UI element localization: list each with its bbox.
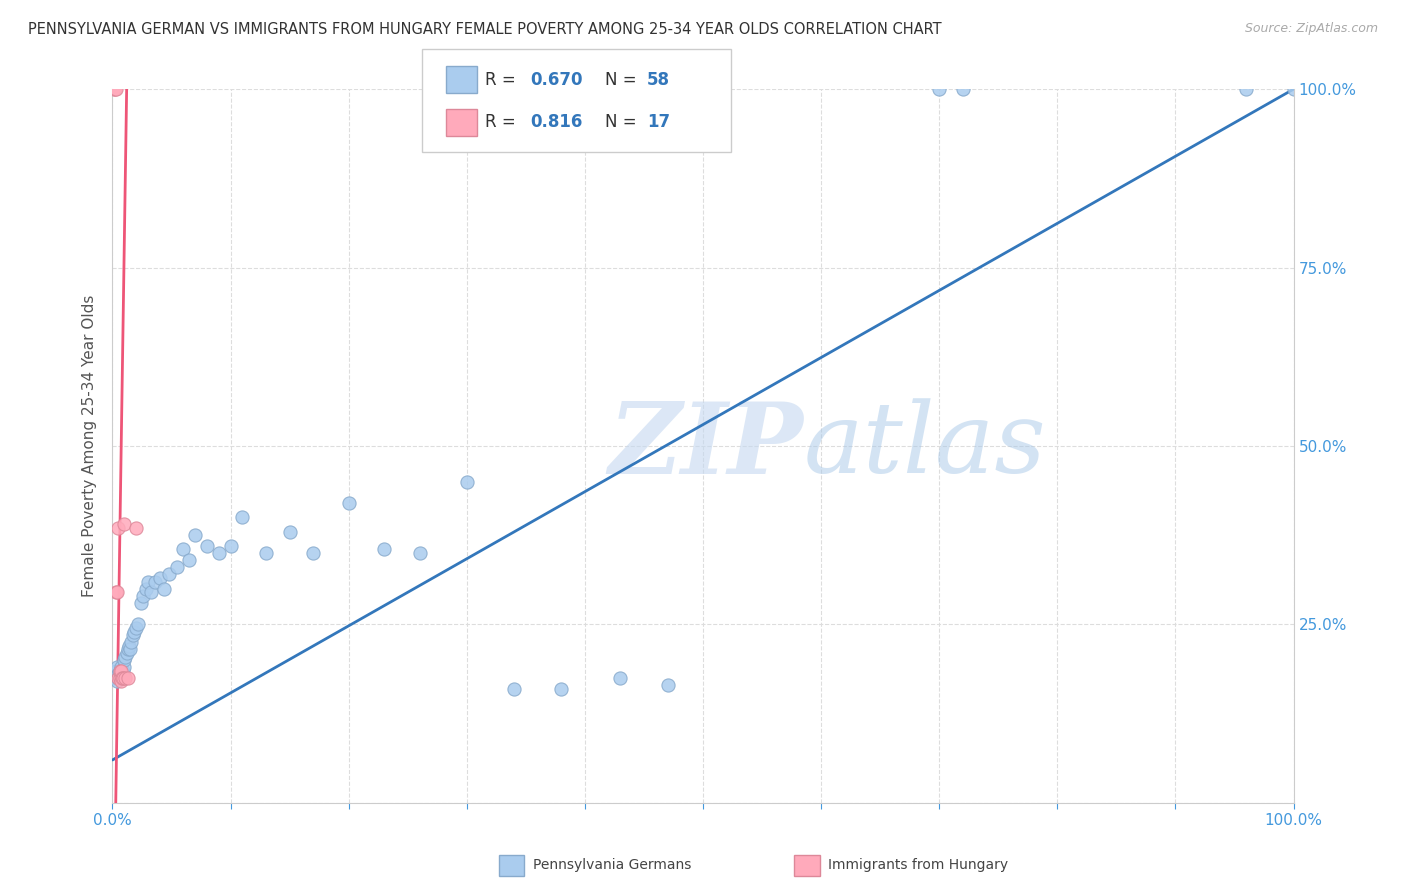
Point xyxy=(115,646,138,660)
Point xyxy=(110,660,132,674)
Point xyxy=(107,667,129,681)
Point xyxy=(104,82,127,96)
Point xyxy=(184,528,207,542)
Text: atlas: atlas xyxy=(803,399,1046,493)
Point xyxy=(118,639,141,653)
Text: 0.816: 0.816 xyxy=(530,113,582,131)
Point xyxy=(108,671,131,685)
Point xyxy=(105,674,128,689)
Point xyxy=(195,539,218,553)
Point xyxy=(114,649,136,664)
Point xyxy=(110,664,132,678)
Point xyxy=(108,671,131,685)
Point xyxy=(110,674,132,689)
Point xyxy=(110,664,132,678)
Point xyxy=(105,585,128,599)
Point xyxy=(302,546,325,560)
Point xyxy=(952,82,974,96)
Point xyxy=(219,539,242,553)
Point xyxy=(114,671,136,685)
Point xyxy=(166,560,188,574)
Text: 0.670: 0.670 xyxy=(530,70,582,89)
Point xyxy=(112,653,135,667)
Point xyxy=(1234,82,1257,96)
Point xyxy=(122,624,145,639)
Point xyxy=(172,542,194,557)
Point xyxy=(157,567,180,582)
Point xyxy=(107,521,129,535)
Text: N =: N = xyxy=(605,113,641,131)
Point xyxy=(112,517,135,532)
Point xyxy=(278,524,301,539)
Text: Immigrants from Hungary: Immigrants from Hungary xyxy=(828,858,1008,872)
Point xyxy=(120,642,142,657)
Point xyxy=(141,585,163,599)
Text: R =: R = xyxy=(485,113,522,131)
Point xyxy=(149,571,172,585)
Point xyxy=(254,546,277,560)
Text: PENNSYLVANIA GERMAN VS IMMIGRANTS FROM HUNGARY FEMALE POVERTY AMONG 25-34 YEAR O: PENNSYLVANIA GERMAN VS IMMIGRANTS FROM H… xyxy=(28,22,942,37)
Point xyxy=(107,671,129,685)
Point xyxy=(111,664,134,678)
Text: Source: ZipAtlas.com: Source: ZipAtlas.com xyxy=(1244,22,1378,36)
Point xyxy=(503,681,526,696)
Point xyxy=(1282,82,1305,96)
Text: ZIP: ZIP xyxy=(609,398,803,494)
Point xyxy=(373,542,395,557)
Point xyxy=(105,82,128,96)
Point xyxy=(657,678,679,692)
Point xyxy=(456,475,478,489)
Point xyxy=(132,589,155,603)
Point xyxy=(112,664,135,678)
Point xyxy=(136,574,159,589)
Text: R =: R = xyxy=(485,70,522,89)
Point xyxy=(231,510,253,524)
Point xyxy=(928,82,950,96)
Point xyxy=(153,582,176,596)
Point xyxy=(104,671,127,685)
Text: N =: N = xyxy=(605,70,641,89)
Point xyxy=(127,617,149,632)
Point xyxy=(125,521,148,535)
Point xyxy=(125,621,148,635)
Point xyxy=(208,546,231,560)
Point xyxy=(103,82,125,96)
Point xyxy=(143,574,166,589)
Point xyxy=(112,660,135,674)
Point xyxy=(105,660,128,674)
Point xyxy=(105,585,128,599)
Point xyxy=(121,628,143,642)
Point xyxy=(105,664,128,678)
Point xyxy=(129,596,152,610)
Y-axis label: Female Poverty Among 25-34 Year Olds: Female Poverty Among 25-34 Year Olds xyxy=(82,295,97,597)
Point xyxy=(108,664,131,678)
Text: 58: 58 xyxy=(647,70,669,89)
Point xyxy=(111,667,134,681)
Point xyxy=(408,546,430,560)
Text: Pennsylvania Germans: Pennsylvania Germans xyxy=(533,858,692,872)
Text: 17: 17 xyxy=(647,113,669,131)
Point xyxy=(120,635,142,649)
Point xyxy=(337,496,360,510)
Point xyxy=(112,667,135,681)
Point xyxy=(609,671,631,685)
Point xyxy=(117,671,139,685)
Point xyxy=(135,582,157,596)
Point xyxy=(111,671,134,685)
Point xyxy=(179,553,201,567)
Point xyxy=(117,642,139,657)
Point xyxy=(112,671,135,685)
Point xyxy=(550,681,572,696)
Point xyxy=(107,671,129,685)
Point xyxy=(108,664,131,678)
